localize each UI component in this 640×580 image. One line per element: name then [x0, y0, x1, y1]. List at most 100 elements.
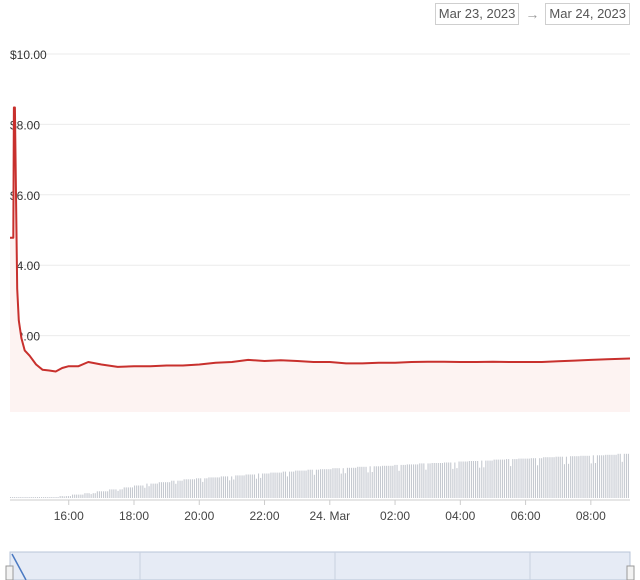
volume-bar	[512, 459, 514, 498]
volume-bar	[522, 458, 524, 498]
volume-bar	[375, 466, 377, 498]
volume-bar	[293, 471, 295, 498]
volume-bar	[235, 475, 237, 498]
volume-bar	[460, 461, 462, 498]
volume-bar	[572, 456, 574, 498]
volume-bar	[289, 471, 291, 498]
volume-bar	[623, 453, 625, 498]
volume-bar	[150, 483, 152, 498]
volume-bar	[448, 462, 450, 498]
volume-bar	[154, 483, 156, 498]
volume-bar	[127, 487, 129, 498]
volume-bar	[545, 457, 547, 498]
volume-bar	[117, 490, 119, 498]
volume-bar	[568, 463, 570, 498]
volume-bar	[220, 476, 222, 498]
volume-bar	[444, 462, 446, 498]
volume-bar	[419, 463, 421, 498]
navigator-right-handle[interactable]	[626, 565, 635, 580]
volume-bar	[187, 479, 189, 498]
volume-bar	[429, 463, 431, 498]
volume-bar	[291, 471, 293, 498]
volume-bar	[36, 497, 38, 498]
volume-bar	[82, 494, 84, 498]
volume-bar	[183, 479, 185, 498]
volume-bar	[518, 458, 520, 498]
volume-bar	[431, 463, 433, 498]
volume-bar	[462, 461, 464, 498]
volume-bar	[390, 465, 392, 498]
volume-bar	[576, 456, 578, 498]
volume-bar	[330, 469, 332, 498]
volume-bar	[43, 497, 45, 498]
volume-bar	[406, 464, 408, 498]
volume-bar	[619, 453, 621, 498]
volume-bar	[355, 467, 357, 498]
volume-bar	[317, 469, 319, 498]
volume-bar	[489, 460, 491, 498]
volume-bar	[260, 477, 262, 498]
volume-bar	[90, 494, 92, 498]
volume-bar	[446, 462, 448, 498]
volume-bar	[508, 459, 510, 498]
volume-bar	[348, 467, 350, 498]
volume-bar	[371, 472, 373, 498]
volume-bar	[592, 455, 594, 498]
volume-bar	[584, 455, 586, 498]
navigator-left-handle[interactable]	[5, 565, 14, 580]
volume-bar	[204, 478, 206, 498]
volume-bar	[94, 493, 96, 498]
x-tick-label: 04:00	[445, 509, 475, 523]
volume-bar	[74, 494, 76, 498]
volume-bar	[549, 457, 551, 498]
volume-bar	[286, 476, 288, 498]
volume-bar	[404, 464, 406, 498]
volume-bar	[408, 464, 410, 498]
volume-bar	[189, 479, 191, 498]
volume-bar	[342, 468, 344, 498]
volume-bar	[28, 497, 30, 498]
volume-bar	[227, 476, 229, 498]
volume-bar	[543, 457, 545, 498]
volume-bar	[524, 458, 526, 498]
volume-bar	[485, 460, 487, 498]
volume-bar	[400, 464, 402, 498]
navigator-range[interactable]	[9, 551, 631, 580]
volume-bar	[303, 470, 305, 498]
volume-bar	[413, 464, 415, 498]
volume-bar	[557, 456, 559, 498]
volume-bar	[237, 475, 239, 498]
volume-bar	[433, 463, 435, 498]
volume-bar	[65, 496, 67, 498]
volume-bar	[483, 467, 485, 498]
volume-bar	[514, 459, 516, 498]
volume-bar	[72, 494, 74, 498]
volume-bar	[377, 466, 379, 498]
volume-bar	[613, 454, 615, 498]
volume-bar	[466, 461, 468, 498]
volume-bar	[258, 473, 260, 498]
volume-bar	[67, 496, 69, 498]
volume-bar	[59, 496, 61, 498]
volume-bar	[162, 482, 164, 498]
volume-bar	[547, 457, 549, 498]
date-to-input[interactable]: Mar 24, 2023	[545, 3, 630, 25]
volume-bar	[57, 497, 59, 498]
volume-bar	[216, 477, 218, 498]
volume-bar	[336, 468, 338, 498]
date-from-input[interactable]: Mar 23, 2023	[434, 3, 520, 25]
volume-bar	[222, 476, 224, 498]
volume-bar	[481, 460, 483, 498]
volume-bar	[177, 480, 179, 498]
volume-bar	[605, 454, 607, 498]
volume-bar	[80, 494, 82, 498]
volume-bar	[229, 480, 231, 498]
volume-bar	[415, 464, 417, 498]
volume-bar	[51, 497, 53, 498]
volume-bar	[454, 462, 456, 498]
volume-bar	[276, 472, 278, 498]
volume-bar	[305, 470, 307, 498]
volume-bar	[297, 470, 299, 498]
volume-bar	[510, 466, 512, 498]
volume-bar	[340, 473, 342, 498]
